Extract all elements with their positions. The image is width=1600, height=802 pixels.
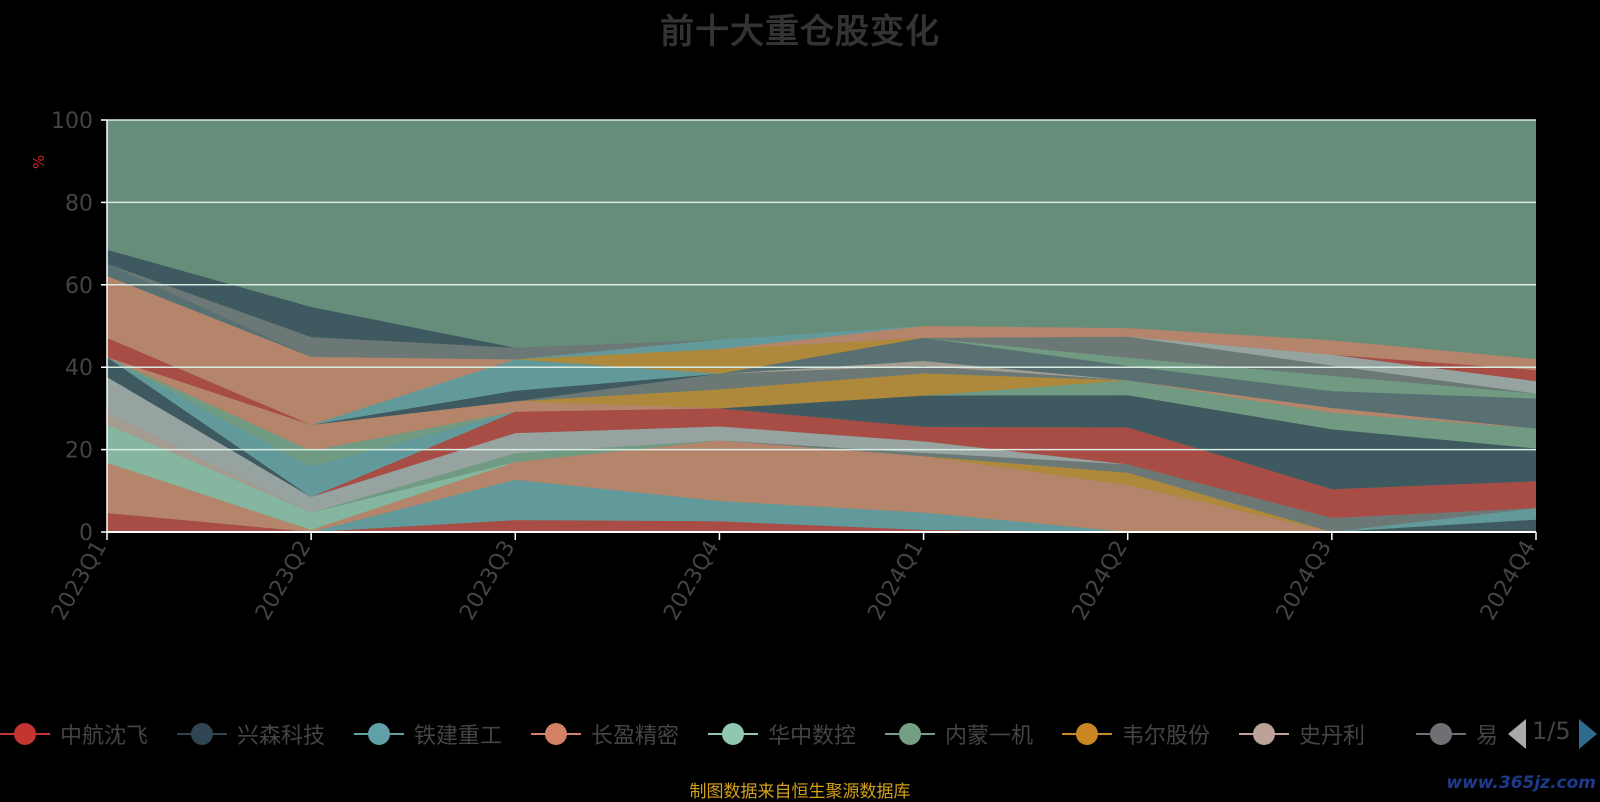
legend-marker — [722, 723, 744, 745]
y-tick-label: 100 — [51, 109, 93, 134]
legend-label: 韦尔股份 — [1122, 724, 1210, 749]
legend-marker — [1430, 723, 1452, 745]
legend-item[interactable]: 兴森科技 — [177, 723, 325, 749]
legend-label: 史丹利 — [1299, 724, 1365, 749]
area-series-20 — [107, 337, 1536, 425]
grid-lines — [107, 119, 1536, 451]
area-series-1 — [107, 513, 1536, 532]
legend-item[interactable]: 史丹利 — [1239, 723, 1365, 749]
legend-label: 兴森科技 — [237, 724, 325, 749]
x-tick-label: 2023Q1 — [47, 537, 112, 625]
x-tick-label: 2024Q4 — [1476, 537, 1541, 625]
x-tick-label: 2024Q1 — [863, 537, 928, 625]
legend-label: 铁建重工 — [414, 724, 502, 749]
legend-label: 华中数控 — [768, 724, 856, 749]
legend-item[interactable]: 中航沈飞 — [0, 723, 148, 749]
legend-marker — [1076, 723, 1098, 745]
legend-prev-icon[interactable] — [1508, 719, 1526, 749]
legend-marker — [1253, 723, 1275, 745]
legend-label: 易 — [1476, 724, 1498, 749]
areas-layer — [107, 120, 1536, 532]
area-series-15 — [107, 357, 1536, 429]
area-series-18 — [107, 337, 1536, 429]
legend-item[interactable]: 易 — [1416, 723, 1498, 749]
area-series-10 — [107, 377, 1536, 518]
area-series-8 — [107, 412, 1536, 532]
x-tick-label: 2023Q4 — [659, 537, 724, 625]
area-series-3 — [107, 440, 1536, 532]
legend-item[interactable]: 华中数控 — [708, 723, 856, 749]
area-series-22 — [107, 337, 1536, 425]
legend-marker — [545, 723, 567, 745]
legend-page-indicator: 1/5 — [1532, 717, 1571, 745]
area-series-2 — [107, 479, 1536, 532]
x-tick-label: 2023Q3 — [455, 537, 520, 625]
legend-marker — [368, 723, 390, 745]
area-series-11 — [107, 357, 1536, 497]
legend-label: 长盈精密 — [591, 724, 679, 749]
legend[interactable]: 中航沈飞 兴森科技 铁建重工 长盈精密 华中数控 内蒙一机 韦尔股份 史丹利 易 — [0, 723, 1498, 749]
x-tick-label: 2024Q2 — [1068, 537, 1133, 625]
legend-label: 内蒙一机 — [945, 724, 1033, 749]
area-series-13 — [107, 357, 1536, 467]
y-tick-label: 80 — [65, 191, 93, 216]
area-series-16 — [107, 357, 1536, 429]
legend-next-icon[interactable] — [1579, 719, 1597, 749]
area-series-24 — [107, 336, 1536, 425]
chart-title: 前十大重仓股变化 — [660, 12, 940, 52]
x-tick-label: 2023Q2 — [251, 537, 316, 625]
legend-item[interactable]: 铁建重工 — [354, 723, 502, 749]
y-axis-label: % — [30, 155, 48, 169]
y-tick-label: 60 — [65, 274, 93, 299]
legend-item[interactable]: 长盈精密 — [531, 723, 679, 749]
y-tick-label: 20 — [65, 439, 93, 464]
legend-marker — [14, 723, 36, 745]
y-tick-label: 40 — [65, 356, 93, 381]
legend-marker — [899, 723, 921, 745]
y-tick-label: 0 — [79, 521, 93, 546]
watermark: www.365jz.com — [1446, 773, 1596, 793]
legend-label: 中航沈飞 — [60, 724, 148, 749]
area-series-0 — [107, 513, 1536, 532]
x-tick-label: 2024Q3 — [1272, 537, 1337, 625]
legend-item[interactable]: 内蒙一机 — [885, 723, 1033, 749]
data-source-note: 制图数据来自恒生聚源数据库 — [689, 782, 911, 802]
legend-pager: 1/5 — [1497, 714, 1597, 754]
legend-marker — [191, 723, 213, 745]
legend-item[interactable]: 韦尔股份 — [1062, 723, 1210, 749]
